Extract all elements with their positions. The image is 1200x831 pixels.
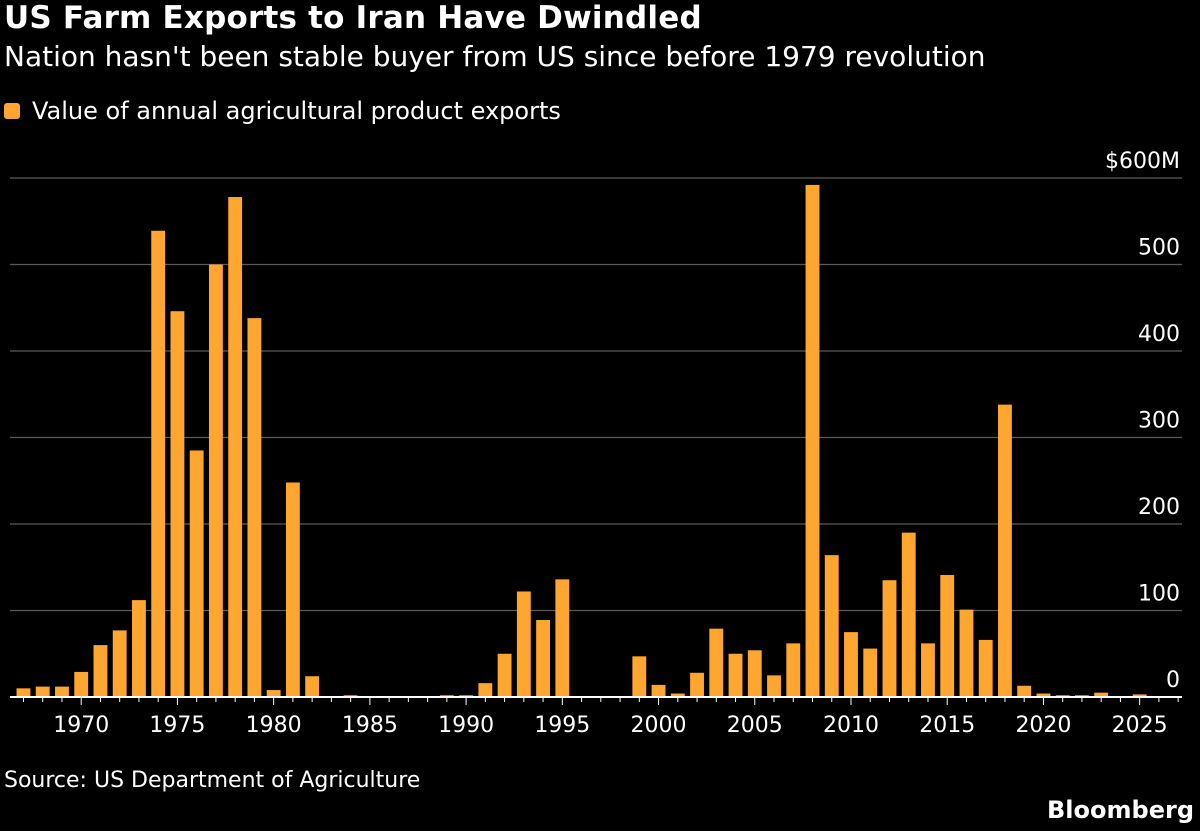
bar: [55, 686, 69, 697]
bar: [978, 639, 993, 697]
x-tick-label: 2015: [919, 713, 975, 738]
bar: [1017, 685, 1032, 697]
y-tick-label: 100: [1138, 582, 1180, 607]
bar: [959, 609, 974, 697]
bar: [93, 645, 108, 697]
bar: [228, 197, 243, 697]
bar: [709, 628, 724, 697]
bar: [786, 643, 801, 697]
y-tick-label: 200: [1138, 495, 1180, 520]
bar: [632, 656, 647, 697]
bar: [478, 683, 493, 697]
bar: [844, 632, 858, 697]
x-tick-label: 2020: [1015, 713, 1071, 738]
bar: [555, 579, 570, 697]
bar: [516, 591, 531, 697]
x-tick-label: 1990: [438, 713, 494, 738]
bar: [805, 184, 820, 698]
bar: [285, 482, 300, 697]
bar: [651, 684, 666, 697]
bar: [767, 675, 781, 697]
y-tick-label: $600M: [1105, 149, 1180, 174]
source-note: Source: US Department of Agriculture: [4, 768, 421, 793]
bar: [16, 688, 31, 697]
x-tick-label: 1975: [149, 713, 205, 738]
bar: [1132, 694, 1147, 697]
chart-title: US Farm Exports to Iran Have Dwindled: [4, 0, 702, 36]
bar: [35, 686, 50, 697]
chart-subtitle: Nation hasn't been stable buyer from US …: [4, 40, 986, 73]
bar: [305, 676, 320, 697]
bar: [882, 580, 897, 697]
x-tick-label: 1980: [246, 713, 302, 738]
y-tick-label: 0: [1166, 668, 1180, 693]
bloomberg-logo: Bloomberg: [1047, 796, 1194, 824]
bar: [901, 532, 916, 697]
bar: [940, 575, 955, 697]
bar: [747, 650, 762, 697]
bar: [728, 653, 743, 697]
bar: [208, 264, 223, 697]
x-tick-label: 1995: [534, 713, 590, 738]
bar: [998, 404, 1012, 697]
bar: [863, 648, 878, 697]
y-tick-label: 500: [1138, 236, 1180, 261]
bar: [266, 690, 281, 697]
bar: [112, 630, 127, 697]
y-tick-label: 400: [1138, 322, 1180, 347]
x-tick-label: 1985: [342, 713, 398, 738]
bar: [189, 450, 204, 697]
x-tick-label: 2005: [727, 713, 783, 738]
bar: [1036, 693, 1051, 697]
bar: [921, 643, 935, 697]
bar: [690, 672, 704, 697]
legend-swatch: [4, 103, 20, 119]
bar: [670, 693, 685, 697]
legend-label: Value of annual agricultural product exp…: [32, 97, 561, 125]
x-tick-label: 2025: [1112, 713, 1168, 738]
bar: [170, 311, 185, 697]
y-tick-label: 300: [1138, 409, 1180, 434]
bar: [1094, 692, 1109, 697]
bar: [824, 555, 839, 697]
bar-chart: 0 100 200 300 400 500 $600M 1970 1975 1980 1985 199…: [10, 149, 1182, 738]
bar: [497, 653, 512, 697]
bar: [74, 671, 89, 697]
bar: [247, 318, 262, 697]
bar: [132, 600, 146, 697]
x-tick-label: 1970: [53, 713, 109, 738]
legend: Value of annual agricultural product exp…: [4, 97, 561, 125]
bar: [536, 620, 551, 697]
x-tick-label: 2010: [823, 713, 879, 738]
x-tick-label: 2000: [631, 713, 687, 738]
bar: [151, 230, 166, 697]
